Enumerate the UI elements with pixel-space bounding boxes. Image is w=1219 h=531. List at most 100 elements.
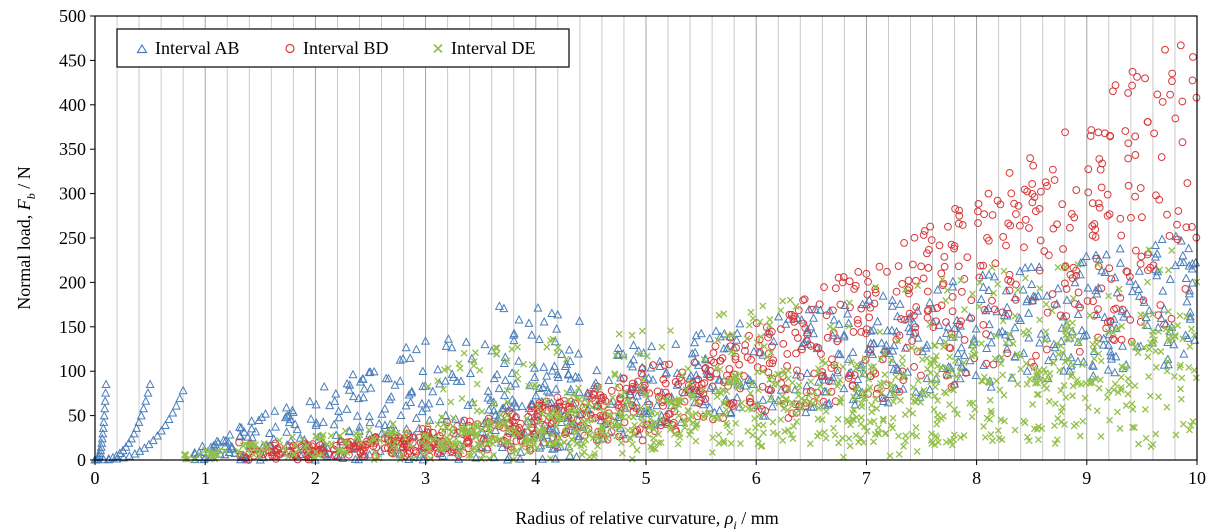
point-de <box>789 435 797 443</box>
point-de <box>1000 391 1008 399</box>
point-bd <box>845 277 854 286</box>
point-bd <box>1127 337 1136 346</box>
point-de <box>476 366 484 374</box>
point-bd <box>892 287 901 296</box>
point-bd <box>973 207 982 216</box>
point-ab <box>1062 295 1072 304</box>
point-de <box>693 420 701 428</box>
point-de <box>908 344 916 352</box>
point-de <box>931 392 939 400</box>
point-de <box>1040 382 1048 390</box>
point-de <box>613 432 620 440</box>
point-bd <box>1127 213 1135 222</box>
point-de <box>732 419 740 427</box>
point-ab <box>380 403 390 413</box>
point-ab <box>1122 308 1132 318</box>
point-bd <box>908 260 917 269</box>
point-ab <box>544 387 554 397</box>
point-de <box>970 350 978 358</box>
point-ab <box>547 308 557 318</box>
point-de <box>182 455 189 463</box>
point-ab <box>722 343 732 352</box>
point-bd <box>620 374 628 383</box>
point-de <box>687 412 695 420</box>
point-de <box>1062 393 1070 401</box>
point-bd <box>1123 268 1132 276</box>
point-de <box>312 432 320 440</box>
point-de <box>1186 426 1193 434</box>
point-bd <box>1168 77 1176 86</box>
point-bd <box>863 290 872 299</box>
point-ab <box>1181 273 1191 283</box>
point-ab <box>1115 258 1125 267</box>
point-ab <box>141 396 151 405</box>
point-de <box>887 356 895 364</box>
point-de <box>924 365 931 373</box>
point-ab <box>97 433 107 443</box>
point-ab <box>126 433 136 443</box>
point-de <box>720 400 728 408</box>
point-de <box>809 400 817 407</box>
point-de <box>637 384 645 392</box>
point-ab <box>1033 291 1043 300</box>
point-bd <box>1021 215 1030 224</box>
point-de <box>562 355 570 363</box>
point-de <box>1129 423 1136 431</box>
point-de <box>999 371 1007 379</box>
point-ab <box>530 372 540 381</box>
point-de <box>1105 387 1113 395</box>
point-ab <box>1081 251 1091 261</box>
point-de <box>1069 319 1076 327</box>
point-de <box>529 437 537 445</box>
point-ab <box>760 411 770 420</box>
point-ab <box>961 367 971 376</box>
point-bd <box>923 287 932 296</box>
point-de <box>618 449 626 457</box>
point-de <box>1057 386 1065 394</box>
point-ab <box>628 361 638 371</box>
point-ab <box>719 328 729 338</box>
point-de <box>910 397 918 405</box>
point-de <box>1156 266 1164 274</box>
point-de <box>1082 379 1090 387</box>
point-ab <box>286 436 296 445</box>
point-bd <box>303 447 311 455</box>
point-de <box>589 416 597 424</box>
point-de <box>1091 375 1099 383</box>
point-ab <box>539 362 549 371</box>
point-ab <box>887 295 897 304</box>
point-bd <box>940 262 949 271</box>
point-bd <box>1043 308 1052 317</box>
point-de <box>468 428 476 435</box>
point-de <box>692 437 700 445</box>
point-de <box>447 442 454 450</box>
point-de <box>1129 405 1137 413</box>
point-bd <box>1007 189 1016 198</box>
point-de <box>831 431 839 439</box>
point-de <box>869 368 877 376</box>
legend-marker-de <box>433 43 443 54</box>
point-ab <box>1165 274 1175 283</box>
point-de <box>895 450 903 458</box>
point-de <box>1086 311 1094 319</box>
point-bd <box>285 442 294 450</box>
point-de <box>738 399 746 407</box>
point-bd <box>1084 165 1093 174</box>
point-de <box>595 383 603 391</box>
point-bd <box>553 393 562 402</box>
point-de <box>195 450 203 458</box>
point-ab <box>1181 330 1191 339</box>
point-bd <box>1020 185 1029 194</box>
point-bd <box>807 342 815 350</box>
point-ab <box>1125 276 1135 285</box>
point-de <box>1065 356 1073 364</box>
point-de <box>631 421 639 429</box>
point-bd <box>676 373 684 382</box>
point-ab <box>979 360 989 369</box>
point-de <box>571 426 579 434</box>
point-bd <box>954 262 963 271</box>
point-de <box>422 431 430 439</box>
point-de <box>724 378 732 386</box>
point-ab <box>878 291 888 300</box>
point-ab <box>691 370 701 379</box>
